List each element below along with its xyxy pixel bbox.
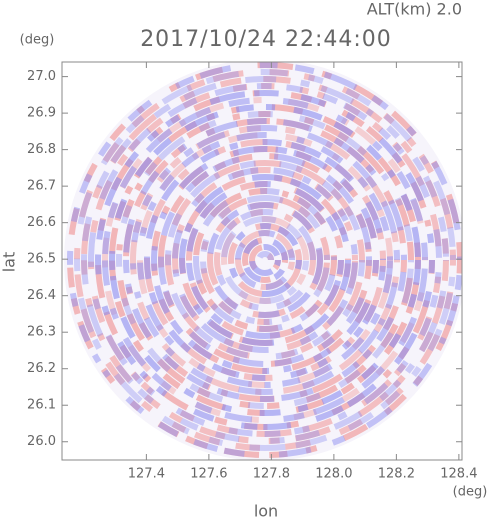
y-tick-label: 26.0 [27, 434, 56, 449]
y-axis-label: lat [0, 252, 19, 273]
x-tick-label: 128.0 [315, 467, 352, 482]
echo-ring [123, 118, 407, 402]
echo-field [64, 62, 462, 460]
echo-ring [221, 216, 309, 304]
echo-ring [67, 62, 462, 458]
y-tick-label: 26.4 [27, 288, 56, 303]
echo-ring [179, 174, 351, 346]
x-tick-label: 127.4 [128, 467, 165, 482]
echo-ring [81, 76, 449, 444]
y-tick-label: 27.0 [27, 69, 56, 84]
x-tick-label: 128.4 [440, 467, 477, 482]
y-tick-label: 26.6 [27, 215, 56, 230]
echo-ring [95, 90, 435, 430]
y-unit: (deg) [20, 33, 55, 48]
y-tick-label: 26.7 [27, 179, 56, 194]
echo-ring [214, 209, 316, 311]
y-tick-label: 26.3 [27, 325, 56, 340]
echo-ring [193, 188, 337, 332]
echo-ring [88, 83, 442, 437]
echo-ring [193, 188, 337, 332]
y-tick-label: 26.9 [27, 106, 56, 121]
plot-frame [61, 61, 463, 461]
echo-ring [116, 111, 414, 409]
echo-ring [249, 244, 281, 276]
echo-ring [74, 69, 456, 451]
echo-ring [221, 216, 309, 304]
altitude-annotation: ALT(km) 2.0 [367, 0, 462, 19]
echo-ring [172, 167, 358, 353]
echo-ring [214, 209, 316, 311]
echo-ring [102, 97, 428, 423]
echo-ring [88, 83, 442, 437]
y-tick-label: 26.5 [27, 252, 56, 267]
echo-ring [242, 237, 288, 283]
echo-ring [256, 251, 274, 269]
echo-ring [158, 153, 372, 367]
echo-ring [158, 153, 372, 367]
echo-ring [67, 62, 462, 458]
x-unit: (deg) [453, 485, 488, 500]
y-tick-label: 26.8 [27, 142, 56, 157]
x-tick-label: 127.8 [253, 467, 290, 482]
x-tick-label: 127.6 [190, 467, 227, 482]
echo-ring [144, 139, 386, 381]
echo-ring [109, 104, 421, 416]
echo-ring [130, 125, 400, 395]
echo-ring [200, 195, 330, 325]
echo-ring [172, 167, 358, 353]
echo-ring [235, 230, 295, 290]
x-tick-label: 128.2 [378, 467, 415, 482]
echo-ring [165, 160, 365, 360]
chart-title: 2017/10/24 22:44:00 [140, 27, 392, 52]
echo-ring [151, 146, 379, 374]
x-axis-label: lon [254, 502, 278, 521]
echo-ring [165, 160, 365, 360]
echo-ring [207, 202, 323, 318]
echo-ring [137, 132, 393, 388]
echo-ring [81, 76, 449, 444]
y-tick-label: 26.1 [27, 398, 56, 413]
y-tick-label: 26.2 [27, 361, 56, 376]
echo-ring [116, 111, 414, 409]
echo-ring [74, 69, 456, 451]
echo-ring [256, 251, 274, 269]
echo-ring [186, 181, 344, 339]
echo-ring [130, 125, 400, 395]
echo-ring [200, 195, 330, 325]
echo-ring [228, 223, 302, 297]
